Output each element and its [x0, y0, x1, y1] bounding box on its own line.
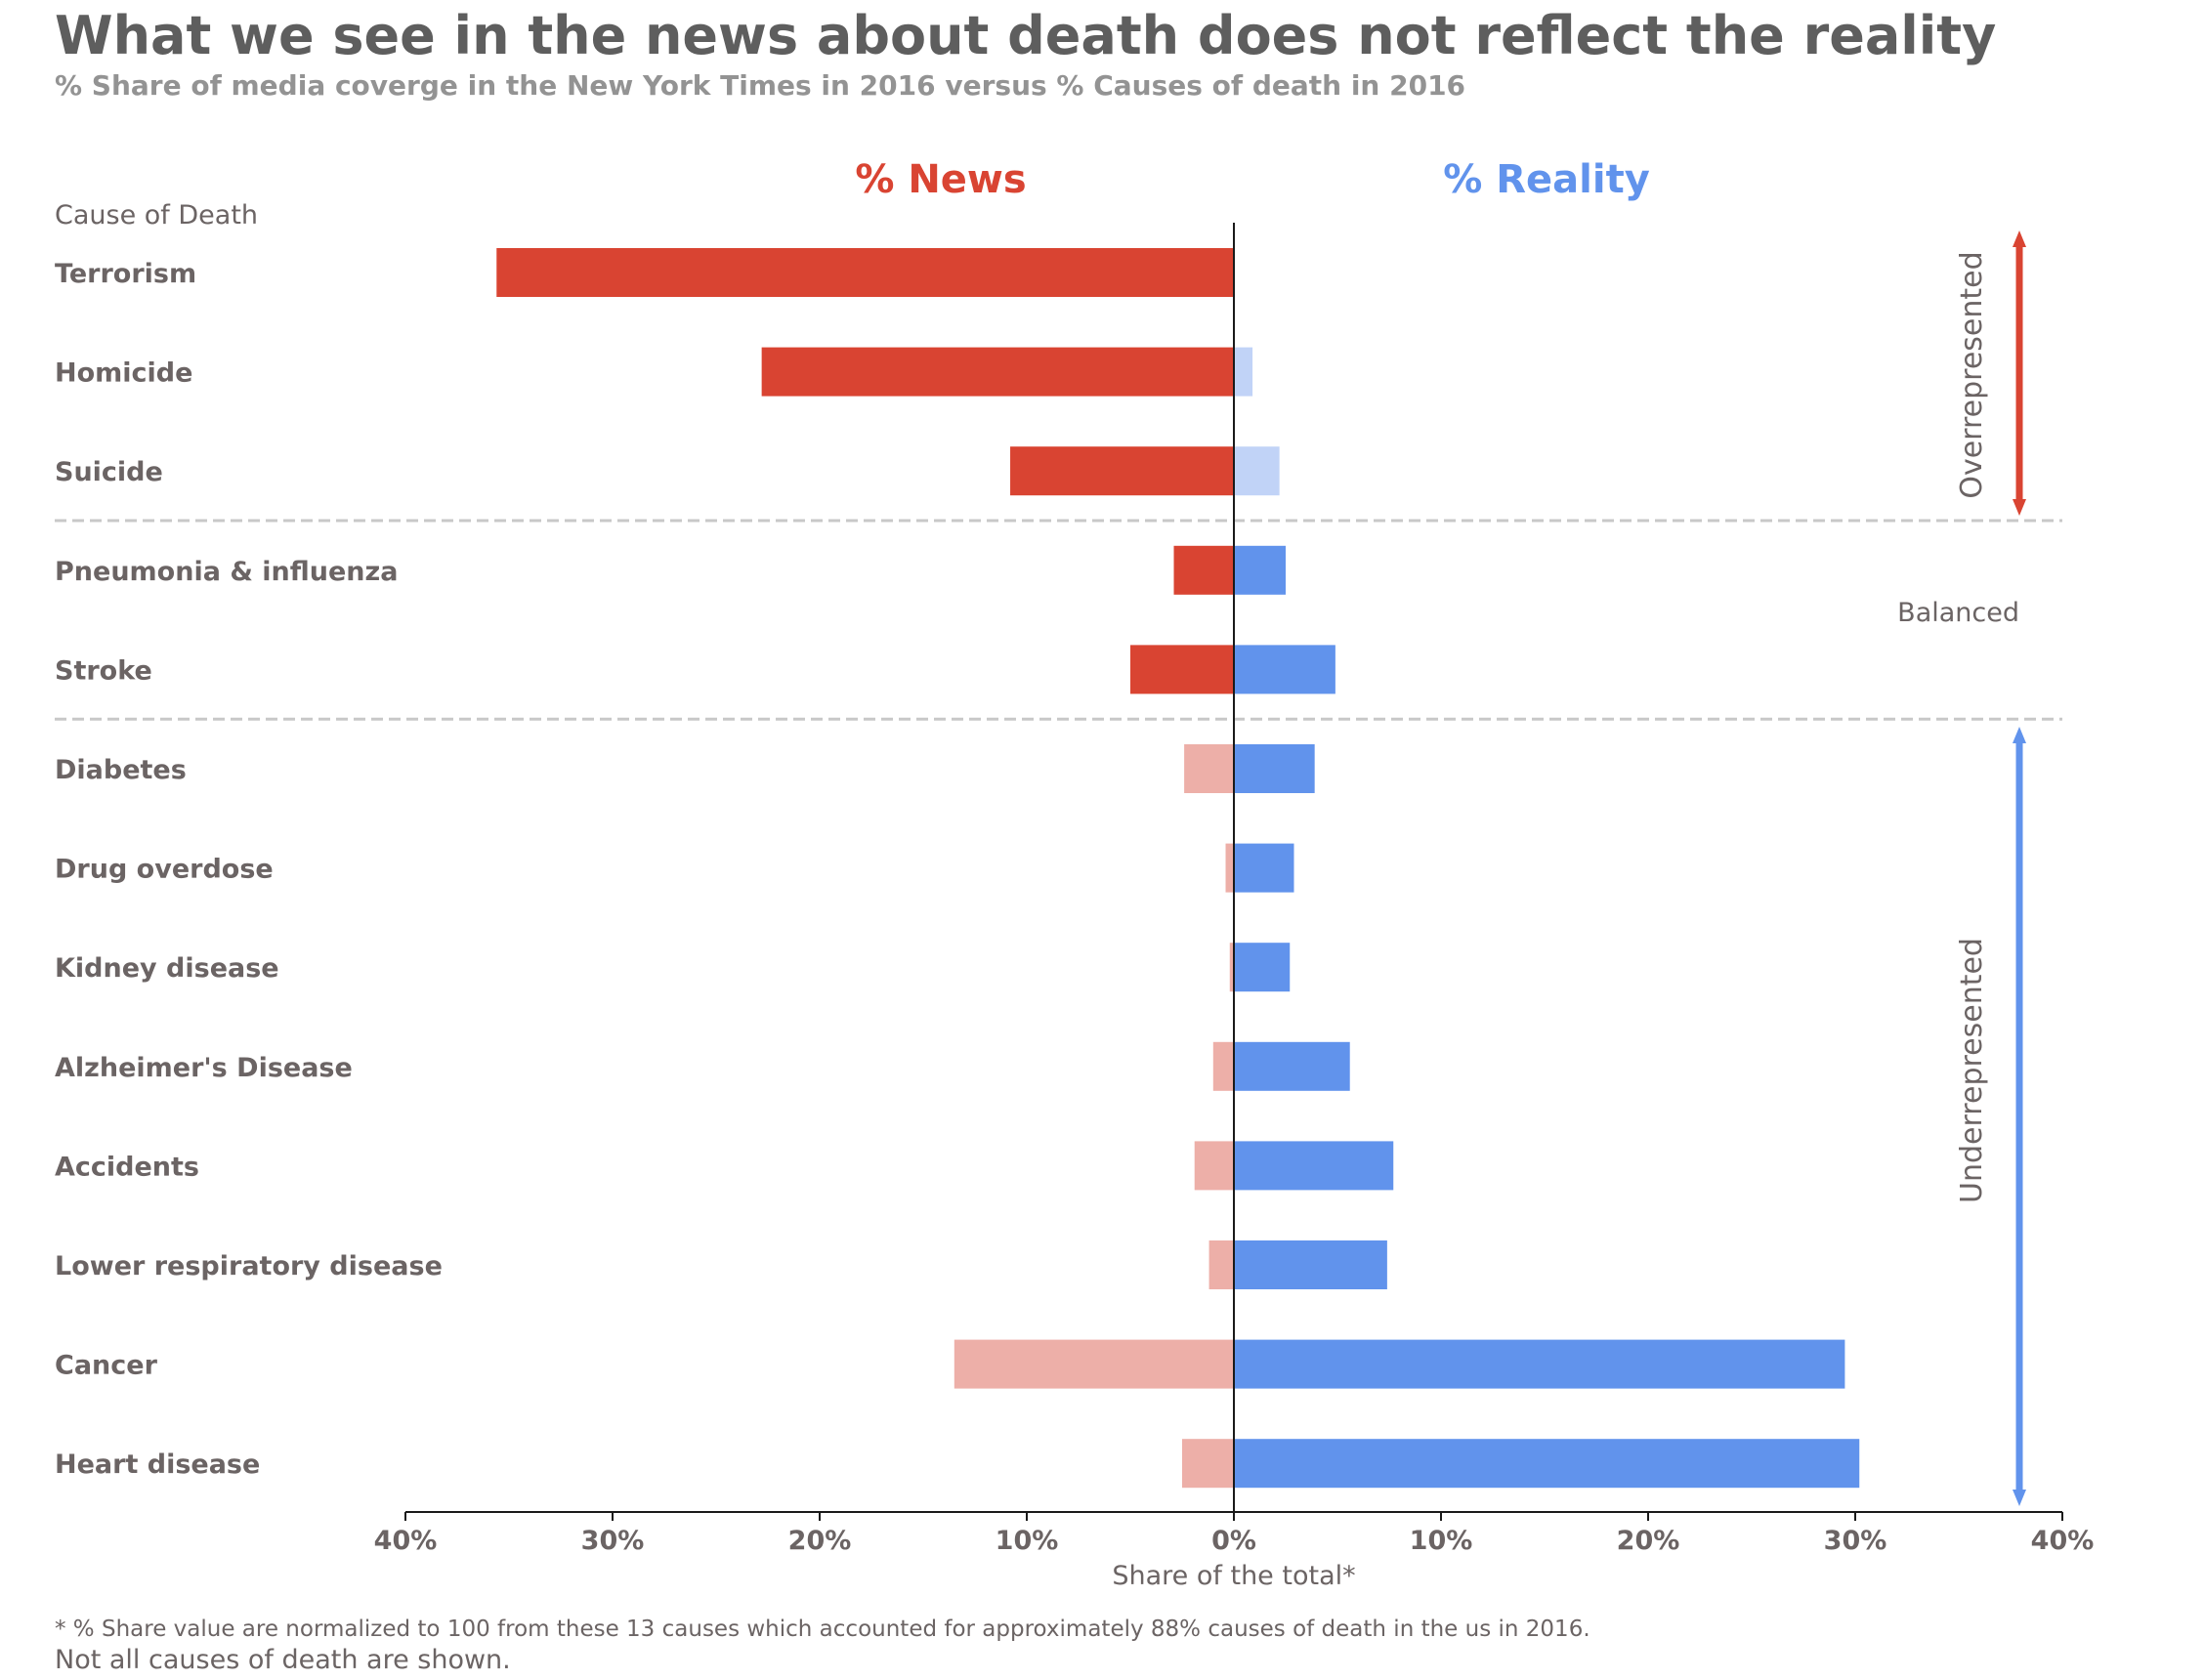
footnote-2: Not all causes of death are shown. [55, 1645, 511, 1675]
category-label-suicide: Suicide [55, 457, 163, 487]
reality-bar-cancer [1234, 1339, 1845, 1389]
x-tick-label: 20% [1617, 1526, 1680, 1556]
group-label-overrepresented: Overrepresented [1955, 251, 1989, 498]
x-axis-ticks: 40% 30% 20% 10% 0% 10% 20% 30% 40% [374, 1512, 2095, 1556]
news-bar-homicide [761, 347, 1234, 397]
overrepresented-arrow [2013, 231, 2026, 516]
news-bars [496, 248, 1234, 1489]
category-label-pneumonia-influenza: Pneumonia & influenza [55, 557, 398, 587]
group-label-underrepresented: Underrepresented [1955, 938, 1989, 1203]
x-tick-label: 20% [788, 1526, 852, 1556]
reality-bar-kidney-disease [1234, 943, 1291, 992]
news-bar-suicide [1010, 446, 1234, 496]
category-label-accidents: Accidents [55, 1152, 199, 1182]
category-label-kidney-disease: Kidney disease [55, 953, 279, 984]
reality-bar-lower-respiratory-disease [1234, 1240, 1387, 1289]
news-bar-accidents [1194, 1141, 1234, 1191]
series-header-reality: % Reality [1443, 157, 1650, 202]
reality-bars [1234, 347, 1860, 1489]
category-label-drug-overdose: Drug overdose [55, 855, 274, 885]
series-header-news: % News [855, 157, 1026, 202]
category-label-cancer: Cancer [55, 1351, 158, 1381]
news-bar-cancer [954, 1339, 1234, 1389]
news-bar-diabetes [1184, 744, 1234, 793]
reality-bar-suicide [1234, 446, 1280, 496]
x-tick-label: 40% [374, 1526, 438, 1556]
x-tick-label: 10% [996, 1526, 1059, 1556]
reality-bar-heart-disease [1234, 1439, 1860, 1489]
reality-bar-homicide [1234, 347, 1253, 397]
reality-bar-drug-overdose [1234, 843, 1294, 893]
reality-bar-pneumonia-influenza [1234, 545, 1286, 595]
news-bar-alzheimer-s-disease [1212, 1041, 1234, 1091]
x-tick-label: 40% [2031, 1526, 2095, 1556]
category-header: Cause of Death [55, 200, 258, 231]
x-tick-label: 0% [1211, 1526, 1256, 1556]
reality-bar-accidents [1234, 1141, 1394, 1191]
news-bar-kidney-disease [1229, 943, 1234, 992]
chart-title: What we see in the news about death does… [55, 5, 1996, 66]
news-bar-terrorism [496, 248, 1234, 297]
news-bar-lower-respiratory-disease [1208, 1240, 1234, 1289]
category-label-stroke: Stroke [55, 655, 152, 686]
category-label-homicide: Homicide [55, 358, 192, 389]
reality-bar-stroke [1234, 645, 1335, 694]
category-label-lower-respiratory-disease: Lower respiratory disease [55, 1251, 443, 1281]
news-bar-pneumonia-influenza [1173, 545, 1234, 595]
reality-bar-alzheimer-s-disease [1234, 1041, 1350, 1091]
news-bar-stroke [1130, 645, 1234, 694]
x-axis-label: Share of the total* [1112, 1561, 1355, 1591]
reality-bar-diabetes [1234, 744, 1315, 793]
group-label-balanced: Balanced [1897, 598, 2019, 628]
x-tick-label: 30% [581, 1526, 645, 1556]
x-tick-label: 10% [1410, 1526, 1473, 1556]
news-bar-heart-disease [1182, 1439, 1234, 1489]
category-label-heart-disease: Heart disease [55, 1449, 260, 1480]
underrepresented-arrow [2013, 727, 2026, 1506]
x-tick-label: 30% [1824, 1526, 1887, 1556]
group-dividers [55, 519, 2062, 721]
category-label-alzheimer-s-disease: Alzheimer's Disease [55, 1053, 353, 1083]
category-label-terrorism: Terrorism [55, 259, 196, 289]
footnote: * % Share value are normalized to 100 fr… [55, 1617, 1590, 1642]
news-bar-drug-overdose [1225, 843, 1234, 893]
category-label-diabetes: Diabetes [55, 755, 187, 785]
category-labels: Terrorism Homicide Suicide Pneumonia & infl… [55, 259, 443, 1480]
chart-subtitle: % Share of media coverge in the New York… [55, 69, 1465, 102]
